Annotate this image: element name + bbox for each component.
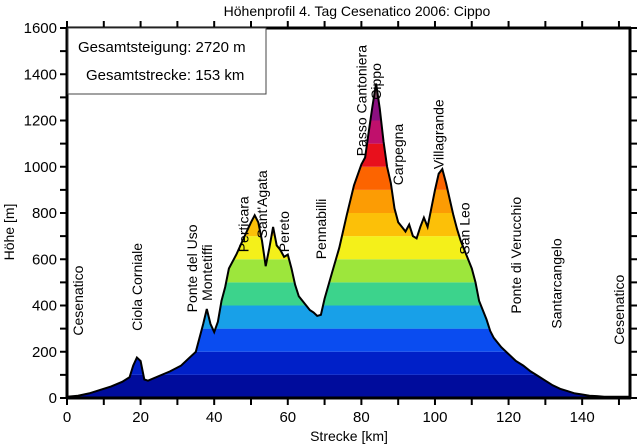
- profile-line: [66, 83, 630, 398]
- x-tick-label: 120: [496, 409, 521, 426]
- place-label: Sant'Agata: [254, 170, 270, 238]
- color-band: [67, 282, 630, 306]
- place-label: Montetiffi: [199, 244, 215, 301]
- place-label: Cesenatico: [611, 275, 627, 345]
- y-ticks: 0 200 400 600 800 1000 1200 1400 1600: [24, 20, 637, 407]
- place-label: San Leo: [456, 202, 472, 254]
- place-label: Carpegna: [390, 124, 406, 186]
- y-tick-label: 1600: [24, 20, 57, 37]
- place-label: Ponte del Uso: [184, 224, 200, 312]
- color-band: [67, 259, 630, 283]
- place-label: Villagrande: [431, 99, 447, 169]
- place-label: Ponte di Verucchio: [508, 197, 524, 314]
- color-band: [67, 143, 630, 167]
- x-tick-label: 80: [353, 409, 370, 426]
- x-tick-label: 60: [279, 409, 296, 426]
- y-tick-label: 1400: [24, 66, 57, 83]
- x-tick-label: 0: [63, 409, 71, 426]
- x-tick-label: 100: [422, 409, 447, 426]
- total-distance-label: Gesamtstrecke: 153 km: [86, 67, 244, 84]
- place-label: Cesenatico: [70, 265, 86, 335]
- x-axis-title: Strecke [km]: [310, 428, 388, 444]
- color-band: [67, 120, 630, 144]
- x-tick-label: 20: [132, 409, 149, 426]
- total-gain-label: Gesamtsteigung: 2720 m: [78, 39, 246, 56]
- place-label: Pennabilli: [313, 199, 329, 260]
- x-ticks: 0 20 40 60 80 100 120 140: [63, 21, 620, 426]
- color-band: [67, 351, 630, 375]
- color-band: [67, 166, 630, 190]
- y-tick-label: 1000: [24, 159, 57, 176]
- place-label: Ciola Corniale: [129, 243, 145, 331]
- x-tick-label: 40: [206, 409, 223, 426]
- color-band: [67, 213, 630, 237]
- color-band: [67, 236, 630, 260]
- color-band: [67, 305, 630, 329]
- y-tick-label: 0: [49, 390, 57, 407]
- y-tick-label: 800: [32, 205, 57, 222]
- place-label: Pereto: [276, 211, 292, 252]
- y-axis-title: Höhe [m]: [1, 204, 17, 261]
- color-band: [67, 97, 630, 121]
- place-label: Santarcangelo: [548, 238, 564, 329]
- place-label: Passo Cantoniera: [353, 45, 369, 157]
- place-label: Cippo: [368, 63, 384, 100]
- color-band: [67, 328, 630, 352]
- y-tick-label: 400: [32, 298, 57, 315]
- y-tick-label: 1200: [24, 113, 57, 130]
- place-annotations: Cesenatico Ciola Corniale Ponte del UsoMon…: [70, 45, 627, 345]
- y-tick-label: 200: [32, 344, 57, 361]
- info-box: Gesamtsteigung: 2720 m Gesamtstrecke: 15…: [67, 27, 267, 95]
- x-tick-label: 140: [570, 409, 595, 426]
- color-band: [67, 374, 630, 398]
- color-bands: [67, 83, 630, 398]
- chart-title: Höhenprofil 4. Tag Cesenatico 2006: Cipp…: [224, 3, 491, 19]
- y-tick-label: 600: [32, 251, 57, 268]
- place-label: Perticara: [236, 196, 252, 252]
